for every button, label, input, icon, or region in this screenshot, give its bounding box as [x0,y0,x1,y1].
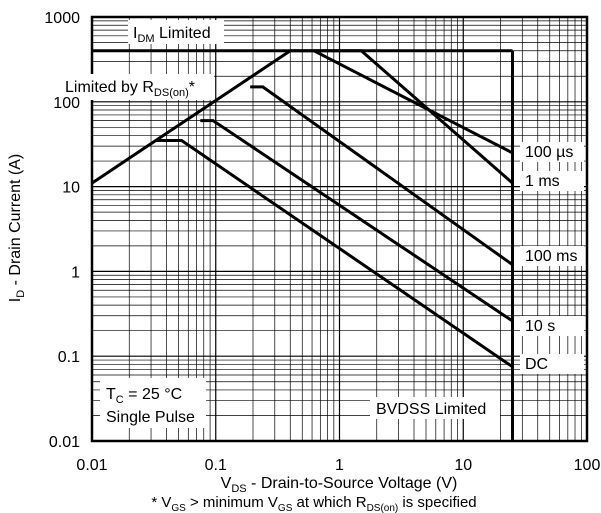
series-label: 100 µs [525,144,573,161]
y-tick-label: 0.01 [49,434,80,451]
bvdss-label-bg [370,397,500,419]
series-label-bg [520,316,584,336]
series-line-3 [200,119,514,323]
series-line-2 [250,85,514,266]
y-tick-label: 1 [71,264,80,281]
rdson-label-bg [62,74,214,100]
series-label-bg [520,142,584,162]
series-line-4 [156,139,514,369]
y-axis-label: ID - Drain Current (A) [7,154,27,302]
series-line-0 [313,49,514,155]
conditions-annotation: TC = 25 °C Single Pulse [100,378,206,428]
x-tick-label: 0.01 [76,457,107,474]
series-line-1 [290,49,514,185]
series-label: 10 s [525,318,555,335]
y-tick-label: 0.1 [58,349,80,366]
series-label: 100 ms [525,248,577,265]
series-label-bg [520,354,584,374]
plot-frame [90,15,589,443]
series-lines [91,49,514,441]
tick-labels: 0.01 0.1 1 10 100 0.01 0.1 1 10 100 1000 [44,10,600,474]
series-label-bg [520,171,584,191]
footnote: * VGS > minimum VGS at which RDS(on) is … [151,494,476,513]
x-axis-label: VDS - Drain-to-Source Voltage (V) [221,475,458,495]
x-tick-label: 1 [335,457,344,474]
series-label-bg [520,246,584,266]
y-tick-label: 10 [62,180,80,197]
y-tick-label: 1000 [44,10,80,27]
svg-text:TC = 25 °C: TC = 25 °C [106,386,182,406]
idm-label-bg [128,20,224,44]
series-label: 1 ms [525,173,560,190]
y-tick-label: 100 [53,95,80,112]
series-label: DC [525,356,548,373]
svg-text:Single Pulse: Single Pulse [106,409,195,426]
rdson-limit-line [91,49,292,185]
x-tick-label: 0.1 [205,457,227,474]
x-tick-label: 100 [574,457,601,474]
bvdss-limit-label: BVDSS Limited [376,401,486,418]
x-tick-label: 10 [454,457,472,474]
